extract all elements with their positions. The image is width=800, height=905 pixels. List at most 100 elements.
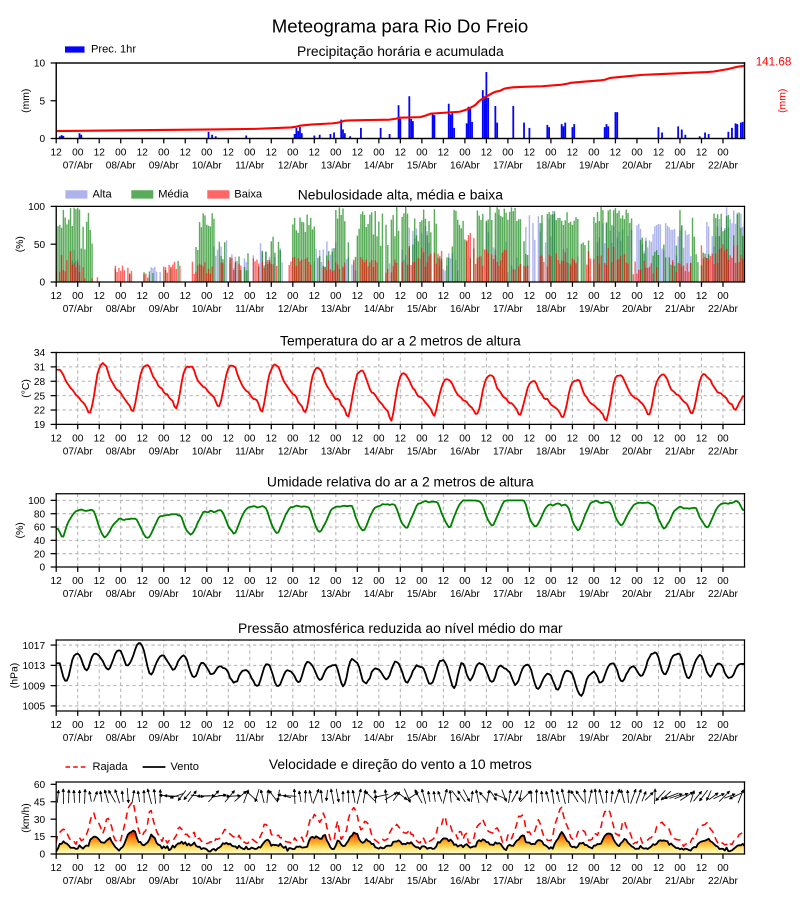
- svg-text:12/Abr: 12/Abr: [278, 160, 308, 171]
- svg-text:21/Abr: 21/Abr: [665, 446, 695, 457]
- svg-text:Nebulosidade alta, média e bai: Nebulosidade alta, média e baixa: [298, 186, 503, 202]
- svg-text:00: 00: [158, 291, 170, 302]
- svg-text:12: 12: [610, 576, 622, 587]
- svg-text:12: 12: [266, 720, 278, 731]
- svg-text:11/Abr: 11/Abr: [235, 160, 265, 171]
- svg-text:11/Abr: 11/Abr: [235, 876, 265, 887]
- svg-text:00: 00: [674, 291, 686, 302]
- svg-text:(°C): (°C): [21, 379, 32, 398]
- svg-text:20/Abr: 20/Abr: [622, 160, 652, 171]
- svg-text:00: 00: [459, 148, 471, 159]
- svg-text:00: 00: [502, 291, 514, 302]
- svg-text:12: 12: [352, 148, 364, 159]
- svg-text:12: 12: [223, 148, 235, 159]
- svg-text:00: 00: [588, 148, 600, 159]
- svg-text:21/Abr: 21/Abr: [665, 304, 695, 315]
- svg-text:17/Abr: 17/Abr: [493, 589, 523, 600]
- svg-text:00: 00: [72, 434, 84, 445]
- svg-text:(%): (%): [15, 236, 26, 252]
- svg-text:00: 00: [287, 291, 299, 302]
- svg-text:12: 12: [610, 720, 622, 731]
- svg-text:12: 12: [266, 148, 278, 159]
- svg-text:09/Abr: 09/Abr: [149, 160, 179, 171]
- svg-text:19: 19: [34, 420, 46, 431]
- svg-text:00: 00: [244, 720, 256, 731]
- svg-text:00: 00: [373, 863, 385, 874]
- svg-text:60: 60: [34, 523, 46, 534]
- svg-text:00: 00: [459, 576, 471, 587]
- svg-text:14/Abr: 14/Abr: [364, 733, 394, 744]
- svg-text:20/Abr: 20/Abr: [622, 876, 652, 887]
- svg-text:12: 12: [653, 148, 665, 159]
- svg-text:00: 00: [330, 720, 342, 731]
- svg-text:11/Abr: 11/Abr: [235, 446, 265, 457]
- svg-text:07/Abr: 07/Abr: [63, 733, 93, 744]
- svg-text:14/Abr: 14/Abr: [364, 160, 394, 171]
- svg-text:12: 12: [94, 434, 106, 445]
- svg-text:12: 12: [94, 291, 106, 302]
- svg-text:Umidade relativa do ar a 2 met: Umidade relativa do ar a 2 metros de alt…: [267, 474, 534, 490]
- svg-text:00: 00: [588, 291, 600, 302]
- svg-text:00: 00: [545, 576, 557, 587]
- svg-text:16/Abr: 16/Abr: [450, 446, 480, 457]
- svg-text:19/Abr: 19/Abr: [579, 876, 609, 887]
- svg-text:12: 12: [180, 576, 192, 587]
- svg-text:1013: 1013: [23, 661, 46, 672]
- svg-text:12: 12: [309, 434, 321, 445]
- svg-text:12: 12: [51, 576, 63, 587]
- svg-text:15/Abr: 15/Abr: [407, 733, 437, 744]
- svg-text:21/Abr: 21/Abr: [665, 589, 695, 600]
- svg-text:16/Abr: 16/Abr: [450, 876, 480, 887]
- svg-text:12: 12: [395, 576, 407, 587]
- svg-text:12: 12: [180, 863, 192, 874]
- svg-text:16/Abr: 16/Abr: [450, 304, 480, 315]
- svg-text:Alta: Alta: [93, 188, 113, 200]
- svg-text:12/Abr: 12/Abr: [278, 589, 308, 600]
- svg-text:12: 12: [567, 863, 579, 874]
- svg-text:12: 12: [696, 434, 708, 445]
- svg-text:00: 00: [330, 434, 342, 445]
- svg-text:09/Abr: 09/Abr: [149, 446, 179, 457]
- svg-text:(hPa): (hPa): [10, 663, 21, 688]
- svg-text:10: 10: [34, 59, 46, 70]
- svg-text:12: 12: [567, 434, 579, 445]
- svg-text:00: 00: [244, 576, 256, 587]
- svg-text:12: 12: [352, 434, 364, 445]
- svg-text:12: 12: [438, 148, 450, 159]
- svg-text:1005: 1005: [23, 702, 46, 713]
- svg-text:Temperatura do ar a 2 metros d: Temperatura do ar a 2 metros de altura: [280, 333, 521, 349]
- svg-text:21/Abr: 21/Abr: [665, 160, 695, 171]
- svg-text:12: 12: [481, 720, 493, 731]
- svg-text:00: 00: [373, 576, 385, 587]
- svg-text:00: 00: [115, 863, 127, 874]
- svg-text:12: 12: [524, 576, 536, 587]
- svg-text:25: 25: [34, 391, 46, 402]
- svg-text:45: 45: [34, 797, 46, 808]
- svg-text:00: 00: [72, 148, 84, 159]
- svg-text:00: 00: [244, 148, 256, 159]
- svg-text:00: 00: [158, 576, 170, 587]
- svg-text:18/Abr: 18/Abr: [536, 446, 566, 457]
- svg-text:12: 12: [653, 720, 665, 731]
- svg-text:00: 00: [373, 434, 385, 445]
- svg-text:19/Abr: 19/Abr: [579, 589, 609, 600]
- svg-text:00: 00: [545, 720, 557, 731]
- svg-text:00: 00: [631, 720, 643, 731]
- svg-text:12: 12: [481, 863, 493, 874]
- svg-text:12: 12: [438, 863, 450, 874]
- svg-text:12: 12: [696, 720, 708, 731]
- svg-text:00: 00: [201, 863, 213, 874]
- svg-text:34: 34: [34, 348, 46, 359]
- svg-text:12: 12: [438, 576, 450, 587]
- svg-text:12: 12: [180, 291, 192, 302]
- svg-text:12: 12: [352, 291, 364, 302]
- svg-text:00: 00: [416, 434, 428, 445]
- svg-text:12: 12: [137, 576, 149, 587]
- svg-text:10/Abr: 10/Abr: [192, 876, 222, 887]
- svg-text:Vento: Vento: [171, 761, 199, 773]
- svg-text:12: 12: [51, 291, 63, 302]
- svg-text:12: 12: [481, 148, 493, 159]
- svg-text:00: 00: [631, 434, 643, 445]
- svg-text:12: 12: [223, 720, 235, 731]
- svg-text:12: 12: [567, 720, 579, 731]
